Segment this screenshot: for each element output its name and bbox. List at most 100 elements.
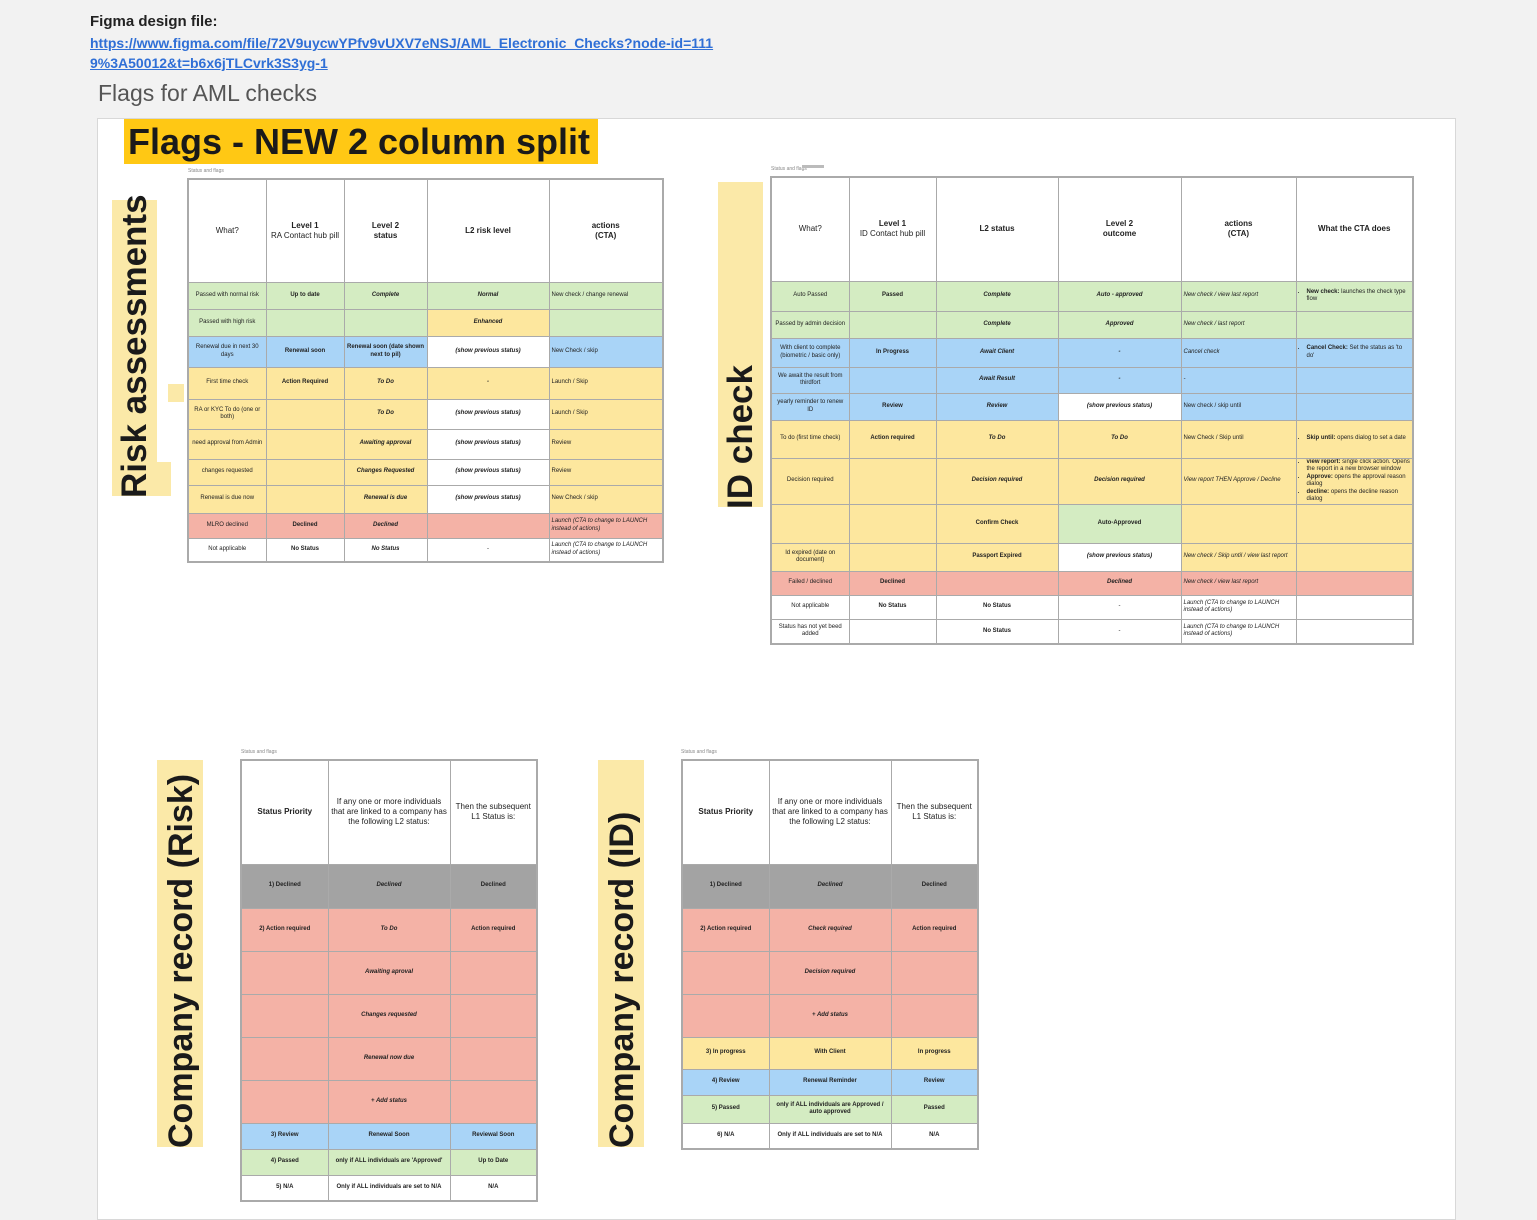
risk-table-cell: - [426,537,550,563]
id-table-cell [848,366,937,394]
id-table-cell: Skip until: opens dialog to set a date [1295,419,1414,459]
id-table-cell: Cancel Check: Set the status as 'to do' [1295,337,1414,368]
risk-table-cell [426,512,550,539]
risk-table-cell: (show previous status) [426,335,550,368]
id-table-cell: To Do [1057,419,1182,459]
company-risk-cell: Up to Date [449,1148,538,1176]
id-table-cell: Review [848,392,937,421]
id-table-cell: Await Result [935,366,1059,394]
company-risk-cell [449,1079,538,1124]
company-id-cell: 6) N/A [681,1122,770,1150]
id-table-cell: New check / skip until [1180,392,1297,421]
id-table-cell: New check: launches the check type flow [1295,280,1414,312]
id-section-label: ID check [721,365,760,509]
id-table-cell: (show previous status) [1057,542,1182,572]
risk-table-cell: Passed with normal risk [187,281,267,310]
company-id-header-cell: Status Priority [681,759,770,865]
risk-table-row: First time check Action Required To Do - Lau… [187,366,664,400]
risk-table-cell: need approval from Admin [187,428,267,460]
id-table-row: Status has not yet beed added No Status - L… [770,618,1414,645]
id-table-cell [1295,366,1414,394]
id-table-row: Passed by admin decision Complete Approved… [770,310,1414,339]
risk-table-row: Renewal due in next 30 days Renewal soon R… [187,335,664,368]
id-table-row: With client to complete (biometric / bas… [770,337,1414,368]
company-id-cell: 2) Action required [681,907,770,952]
risk-table-cell: - [426,366,550,400]
id-table-cell: Action required [848,419,937,459]
id-table-cell: Approved [1057,310,1182,339]
id-table-cell: Decision required [770,457,850,505]
id-table-cell: We await the result from thirdfort [770,366,850,394]
risk-table-cell [343,308,428,337]
risk-label-tab [168,384,184,402]
company-id-cell [890,993,979,1038]
company-id-cell: In progress [890,1036,979,1070]
risk-table-cell: Declined [265,512,345,539]
risk-header-cell: actions (CTA) [548,178,664,283]
risk-label-tab-2 [156,462,171,496]
caption-id: Status and flags [771,166,807,172]
risk-table-cell [265,484,345,514]
company-risk-cell: 1) Declined [240,863,329,909]
company-id-cell: only if ALL individuals are Approved / a… [768,1094,892,1124]
id-table-cell [848,618,937,645]
risk-table-cell: Enhanced [426,308,550,337]
id-section-label-bg [718,182,763,507]
company-risk-header-cell: Then the subsequent L1 Status is: [449,759,538,865]
company-risk-cell [240,1036,329,1081]
company-id-cell: 1) Declined [681,863,770,909]
company-risk-row: + Add status [240,1079,538,1124]
id-table-row: Id expired (date on document) Passport Ex… [770,542,1414,572]
id-check-table: What? Level 1 ID Contact hub pill L2 status… [770,176,1414,645]
company-id-cell: Declined [890,863,979,909]
risk-table-cell: (show previous status) [426,428,550,460]
risk-table-cell: Launch / Skip [548,366,664,400]
company-risk-cell: Awaiting aproval [327,950,451,995]
id-table-cell: To Do [935,419,1059,459]
risk-table-cell: No Status [265,537,345,563]
risk-table-cell [265,398,345,430]
risk-table-cell: Renewal soon [265,335,345,368]
company-risk-cell: 5) N/A [240,1174,329,1202]
company-risk-row: Renewal now due [240,1036,538,1081]
risk-table-row: need approval from Admin Awaiting approva… [187,428,664,460]
company-risk-section-label: Company record (Risk) [162,773,200,1148]
id-table-cell [1295,618,1414,645]
id-header-cell: actions (CTA) [1180,176,1297,282]
id-table-cell: - [1057,366,1182,394]
company-risk-row: 2) Action required To Do Action required [240,907,538,952]
figma-file-link[interactable]: https://www.figma.com/file/72V9uycwYPfv9… [90,35,714,71]
risk-table-cell: Launch / Skip [548,398,664,430]
id-table-cell: - [1057,337,1182,368]
company-risk-header-cell: If any one or more individuals that are … [327,759,451,865]
risk-table-row: Passed with normal risk Up to date Complet… [187,281,664,310]
company-id-cell: 3) In progress [681,1036,770,1070]
id-table-cell: Passed [848,280,937,312]
id-header-cell: What? [770,176,850,282]
company-risk-cell: N/A [449,1174,538,1202]
page-title: Flags for AML checks [98,80,318,106]
company-id-header-cell: If any one or more individuals that are … [768,759,892,865]
id-table-cell: Failed / declined [770,570,850,596]
company-id-cell: Only if ALL individuals are set to N/A [768,1122,892,1150]
risk-header-cell: L2 risk level [426,178,550,283]
risk-table-row: Not applicable No Status No Status - Launch … [187,537,664,563]
risk-table-cell: To Do [343,366,428,400]
id-table-cell: Status has not yet beed added [770,618,850,645]
id-table-cell [1295,310,1414,339]
risk-table-row: Renewal is due now Renewal is due (show pr… [187,484,664,514]
id-table-cell: Review [935,392,1059,421]
caption-id-marker [802,165,824,168]
company-risk-row: 3) Review Renewal Soon Reviewal Soon [240,1122,538,1150]
id-table-row: Failed / declined Declined Declined New che… [770,570,1414,596]
company-risk-cell: Renewal Soon [327,1122,451,1150]
id-table-cell [1295,542,1414,572]
risk-table-cell: No Status [343,537,428,563]
company-risk-cell: To Do [327,907,451,952]
company-id-row: 2) Action required Check required Action r… [681,907,979,952]
id-table-cell: Await Client [935,337,1059,368]
id-table-cell: With client to complete (biometric / bas… [770,337,850,368]
company-id-header-cell: Then the subsequent L1 Status is: [890,759,979,865]
risk-table-cell: Changes Requested [343,458,428,486]
